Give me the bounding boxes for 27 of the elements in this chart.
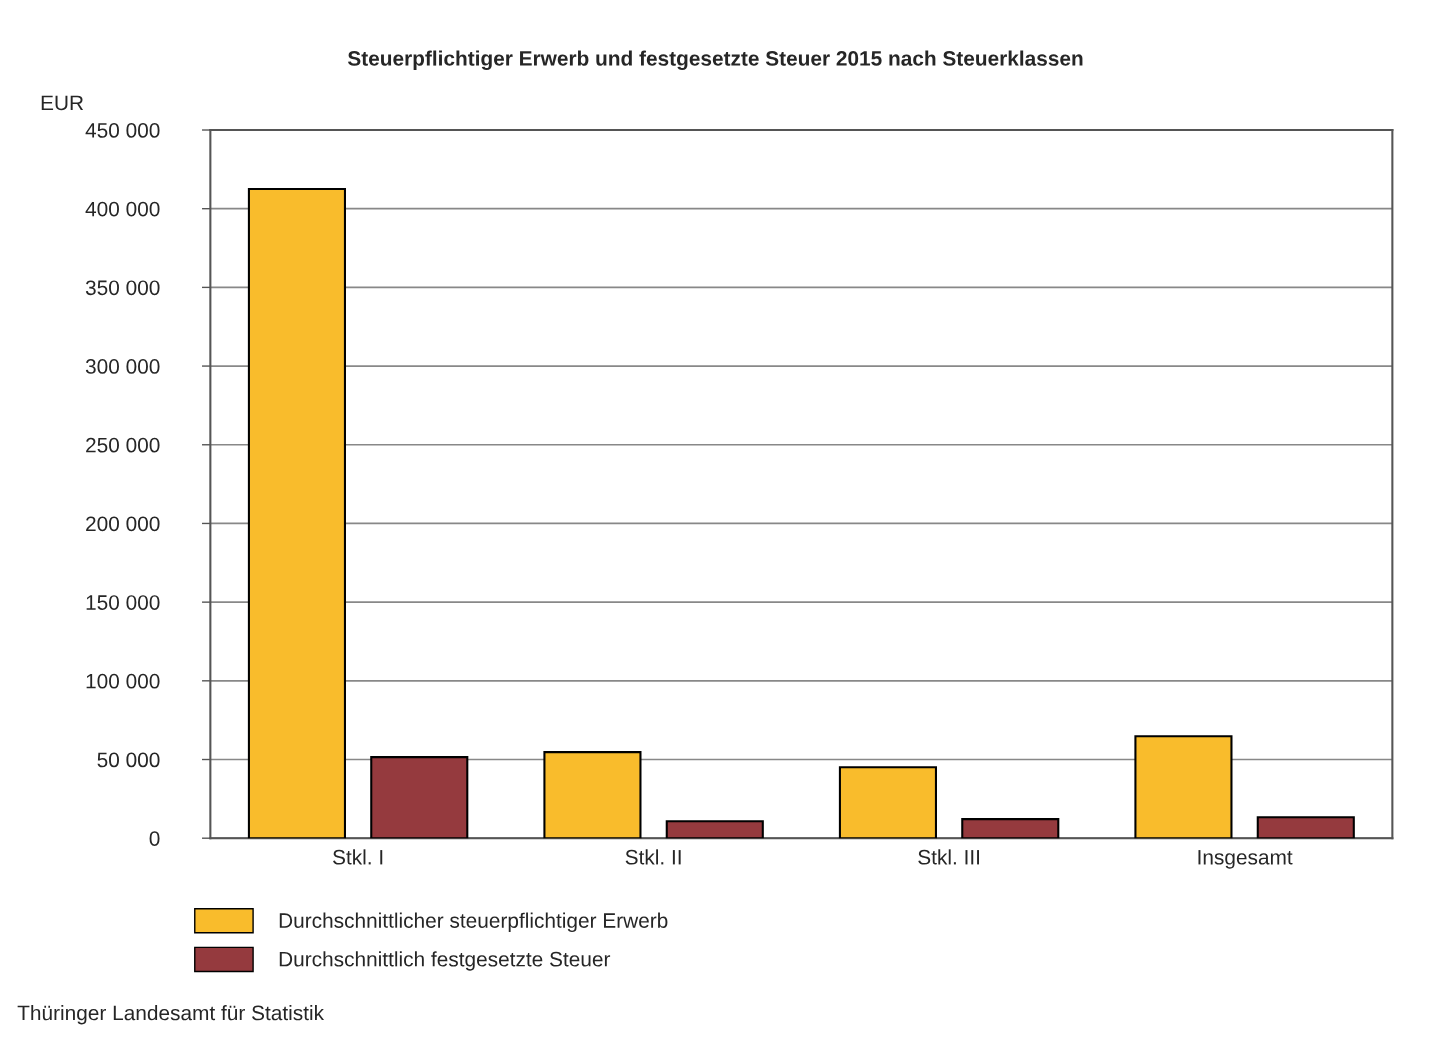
chart-title: Steuerpflichtiger Erwerb und festgesetzte Steuer 2015 nach Steuerklassen	[347, 50, 1083, 70]
y-tick-label: 200 000	[86, 516, 160, 532]
y-tick-label: 350 000	[85, 280, 160, 296]
y-tick-label: 50 000	[97, 752, 160, 768]
y-axis-title: EUR	[41, 95, 84, 111]
y-tick-label: 0	[149, 831, 160, 846]
bar	[838, 766, 937, 839]
y-tick-label: 100 000	[86, 673, 160, 689]
x-tick-label: Stkl. I	[333, 849, 383, 865]
x-tick-label: Stkl. III	[918, 849, 980, 865]
bar	[665, 820, 764, 839]
legend-label: Durchschnittlich festgesetzte Steuer	[279, 951, 611, 971]
bar	[1134, 735, 1233, 839]
bar	[247, 187, 346, 839]
x-tick-label: Stkl. II	[625, 849, 681, 865]
bar	[1256, 816, 1355, 839]
bar	[370, 756, 469, 839]
y-tick-label: 250 000	[86, 437, 160, 453]
y-tick-label: 450 000	[85, 123, 160, 138]
text: Thüringer Landesamt für Statistik	[17, 1005, 325, 1025]
x-tick-label: Insgesamt	[1198, 850, 1293, 869]
legend-label: Durchschnittlicher steuerpflichtiger Erwerb	[279, 912, 668, 933]
y-tick-label: 400 000	[85, 201, 160, 217]
bar	[961, 818, 1060, 839]
y-tick-label: 300 000	[85, 359, 160, 374]
bar	[543, 751, 642, 839]
y-tick-label: 150 000	[86, 595, 160, 610]
